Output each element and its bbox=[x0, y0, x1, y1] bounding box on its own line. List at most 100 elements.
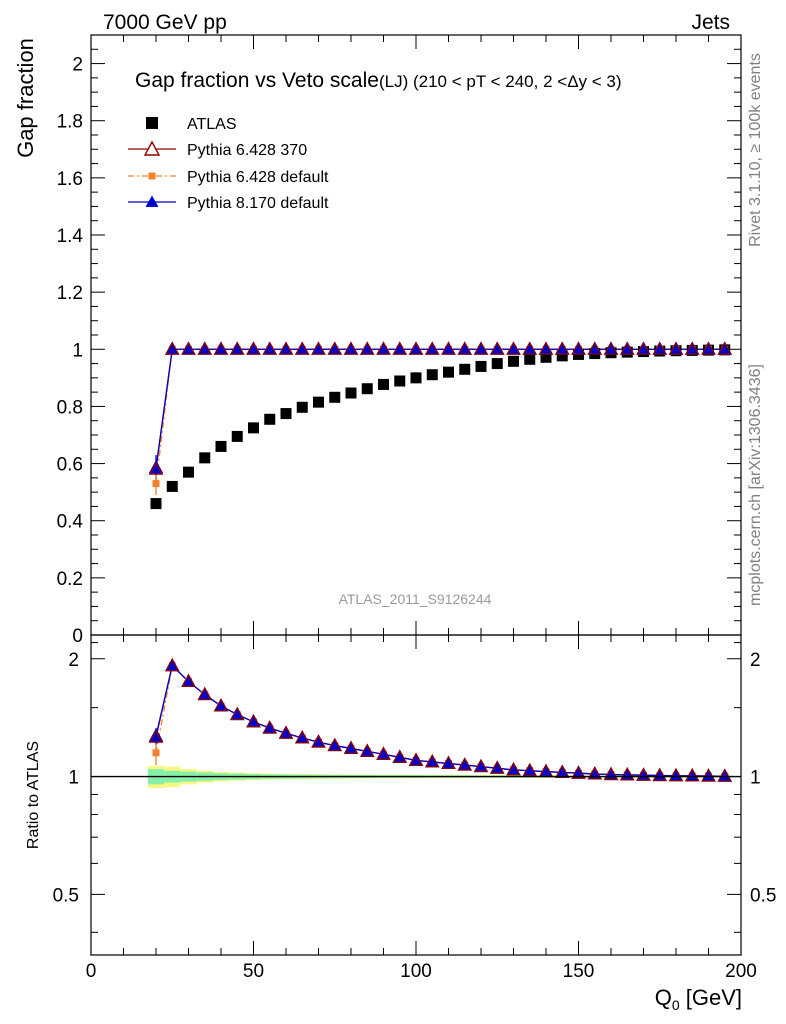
pythia6-370-point bbox=[668, 341, 684, 355]
pythia8-point bbox=[197, 341, 213, 355]
ratio-pythia6-370-point bbox=[554, 764, 570, 778]
main-ytick-label: 1.6 bbox=[57, 169, 83, 190]
pythia8-point bbox=[473, 341, 489, 355]
atlas-data-point bbox=[199, 452, 211, 464]
pythia8-point bbox=[538, 341, 554, 355]
atlas-data-point bbox=[556, 350, 568, 362]
atlas-data-point bbox=[475, 360, 487, 372]
legend: ATLAS Pythia 6.428 370 Pythia 6.428 defa… bbox=[128, 116, 329, 212]
ratio-pythia8-point bbox=[636, 767, 651, 781]
main-ytick-label: 0 bbox=[72, 626, 83, 647]
pythia8-point bbox=[554, 341, 570, 355]
pythia6-370-point bbox=[213, 341, 229, 355]
pythia6-370-point bbox=[262, 341, 278, 355]
atlas-data-point bbox=[248, 422, 259, 434]
ratio-pythia6-370-point bbox=[636, 767, 651, 781]
ratio-pythia6-370-point bbox=[392, 749, 408, 763]
pythia8-point bbox=[457, 341, 473, 355]
main-ytick-label: 1.4 bbox=[57, 226, 84, 247]
atlas-data-point bbox=[231, 430, 243, 442]
header-energy-label: 7000 GeV pp bbox=[103, 11, 227, 34]
atlas-data-point bbox=[410, 372, 422, 384]
main-ytick-label: 0.8 bbox=[57, 397, 83, 418]
pythia6-370-point bbox=[473, 341, 489, 355]
main-ytick-label: 1 bbox=[72, 340, 83, 361]
atlas-data-point bbox=[459, 363, 471, 375]
ratio-pythia6-370-point bbox=[684, 768, 700, 782]
main-ylabel: Gap fraction bbox=[13, 38, 38, 158]
ratio-pythia6-370-point bbox=[668, 767, 684, 782]
pythia8-point bbox=[311, 341, 326, 355]
atlas-data-point bbox=[491, 358, 503, 370]
ratio-pythia6-370-point bbox=[619, 767, 635, 781]
main-ytick-label: 0.4 bbox=[57, 512, 84, 533]
pythia6-370-point bbox=[164, 341, 180, 355]
ratio-pythia8-point bbox=[164, 657, 180, 672]
atlas-data-point bbox=[313, 396, 324, 408]
pythia6-370-point bbox=[294, 341, 310, 355]
main-ytick-label: 1.8 bbox=[57, 112, 83, 133]
ratio-pythia6-370-point bbox=[506, 762, 521, 776]
pythia8-line bbox=[155, 348, 725, 468]
pythia6-370-point bbox=[571, 341, 586, 355]
pythia6-370-point bbox=[441, 341, 456, 355]
chart-title-main: Gap fraction vs Veto scale bbox=[135, 69, 379, 92]
pythia6-370-point bbox=[506, 341, 521, 355]
ratio-pythia8-line bbox=[155, 664, 725, 777]
pythia8-point bbox=[424, 341, 440, 355]
ratio-pythia6-370-point bbox=[652, 767, 668, 782]
pythia8-point bbox=[294, 341, 310, 355]
pythia8-point bbox=[506, 341, 521, 355]
ratio-pythia6-370-point bbox=[294, 730, 310, 744]
ratio-pythia6-370-point bbox=[164, 657, 180, 672]
chart-title: Gap fraction vs Veto scale(LJ) (210 < pT… bbox=[135, 69, 622, 92]
legend-pythia8-marker bbox=[145, 195, 159, 207]
pythia6-default-line bbox=[155, 348, 725, 484]
atlas-data-point bbox=[426, 369, 438, 381]
atlas-data-point bbox=[394, 375, 406, 387]
legend-entry-pythia6-370: Pythia 6.428 370 bbox=[128, 140, 307, 159]
ratio-pythia6-370-point bbox=[278, 725, 294, 739]
ratio-panel: 0.5 0.5 1 1 2 2 0 50 100 150 200 Ratio to ATLAS Q0… bbox=[25, 634, 776, 1013]
pythia6-370-point bbox=[246, 341, 261, 355]
pythia6-370-point bbox=[197, 341, 213, 355]
ratio-pythia6-370-point bbox=[197, 686, 213, 701]
ratio-ytick-label-right: 2 bbox=[750, 650, 761, 671]
atlas-data-point bbox=[215, 440, 227, 452]
pythia6-370-point bbox=[701, 341, 716, 355]
pythia6-370-point bbox=[636, 341, 651, 355]
ratio-xlabel: Q0 [GeV] bbox=[655, 985, 742, 1013]
ratio-pythia6-default-point bbox=[152, 749, 160, 757]
pythia8-point bbox=[164, 341, 180, 355]
pythia6-370-point bbox=[587, 341, 603, 355]
atlas-data-point bbox=[183, 466, 194, 478]
ratio-pythia6-370-point bbox=[327, 737, 343, 752]
pythia6-370-point bbox=[424, 341, 440, 355]
pythia6-default-point bbox=[152, 480, 160, 488]
pythia6-370-point bbox=[522, 341, 538, 355]
pythia8-point bbox=[181, 341, 196, 355]
ratio-pythia6-370-point bbox=[717, 768, 733, 782]
main-ytick-label: 0.6 bbox=[57, 455, 83, 476]
chart-title-suffix: (LJ) (210 < pT < 240, 2 <Δy < 3) bbox=[379, 72, 622, 91]
pythia6-370-point bbox=[359, 341, 375, 355]
legend-entry-pythia6-default: Pythia 6.428 default bbox=[128, 169, 329, 186]
atlas-data-point bbox=[540, 351, 552, 363]
atlas-data-point bbox=[378, 378, 389, 390]
pythia6-370-point bbox=[408, 341, 424, 355]
ratio-pythia8-point bbox=[262, 720, 278, 734]
ratio-pythia6-370-point bbox=[522, 762, 538, 777]
pythia8-point bbox=[392, 341, 408, 355]
analysis-watermark: ATLAS_2011_S9126244 bbox=[339, 591, 492, 607]
pythia6-370-point bbox=[311, 341, 326, 355]
ratio-pythia8-point bbox=[701, 768, 716, 782]
pythia8-point bbox=[408, 341, 424, 355]
pythia8-point bbox=[278, 341, 294, 355]
atlas-data-point bbox=[524, 353, 536, 365]
ratio-pythia6-370-point bbox=[473, 758, 489, 773]
legend-entry-pythia8: Pythia 8.170 default bbox=[128, 195, 329, 212]
ratio-pythia8-point bbox=[197, 686, 213, 701]
ratio-pythia8-point bbox=[668, 767, 684, 782]
legend-pythia6-370-label: Pythia 6.428 370 bbox=[187, 142, 307, 159]
